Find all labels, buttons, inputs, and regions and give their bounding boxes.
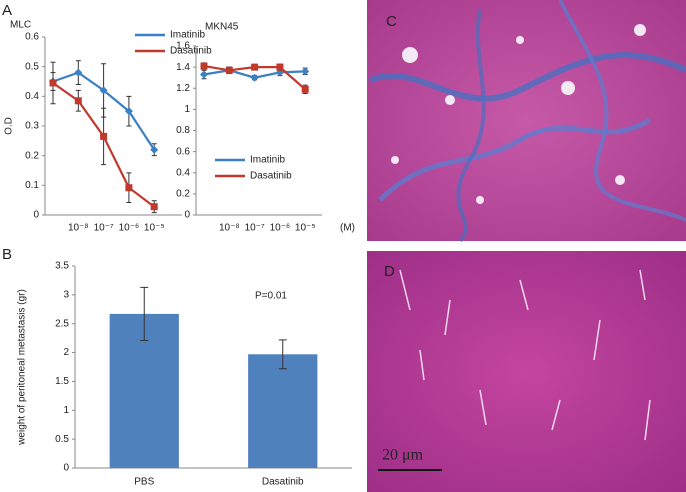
y-tick-label: 0.8 — [176, 125, 190, 136]
x-tick-label: 10⁻⁶ — [119, 223, 140, 234]
y-tick-label: 0 — [33, 210, 39, 221]
y-tick-label: 1 — [184, 104, 190, 115]
x-tick-label: 10⁻⁸ — [68, 223, 89, 234]
legend-label: Dasatinib — [250, 171, 292, 182]
marker — [150, 145, 159, 154]
marker — [276, 63, 284, 71]
marker — [74, 97, 82, 105]
panel-label: B — [2, 246, 12, 263]
annotation: P=0.01 — [255, 291, 287, 302]
y-tick-label: 3.5 — [55, 261, 69, 272]
panel-label: C — [386, 13, 397, 30]
y-tick-label: 2 — [63, 347, 69, 358]
error-bar — [140, 286, 149, 341]
x-tick-label: 10⁻⁵ — [295, 223, 316, 234]
legend-label: Imatinib — [170, 30, 205, 41]
marker — [124, 107, 133, 116]
x-unit: (M) — [340, 223, 355, 234]
marker — [200, 62, 208, 70]
y-tick-label: 0.5 — [25, 61, 39, 72]
panel-label: D — [384, 263, 395, 280]
marker — [250, 73, 259, 82]
y-tick-label: 0.4 — [176, 167, 190, 178]
x-tick-label: PBS — [134, 477, 154, 488]
marker — [74, 68, 83, 77]
y-tick-label: 0.1 — [25, 180, 39, 191]
bar — [248, 354, 318, 468]
marker — [251, 63, 259, 71]
micrograph-c — [367, 0, 686, 243]
y-tick-label: 2.5 — [55, 318, 69, 329]
chart-title: MLC — [10, 20, 31, 31]
x-tick-label: 10⁻⁵ — [144, 223, 165, 234]
error-bar — [278, 339, 287, 370]
y-axis-label: O.D — [4, 117, 15, 135]
y-tick-label: 1 — [63, 405, 69, 416]
y-tick-label: 0.5 — [55, 434, 69, 445]
marker — [200, 70, 208, 79]
y-tick-label: 0.4 — [25, 91, 39, 102]
y-tick-label: 1.5 — [55, 376, 69, 387]
legend-label: Imatinib — [250, 155, 285, 166]
x-tick-label: 10⁻⁶ — [270, 223, 291, 234]
x-tick-label: 10⁻⁷ — [94, 223, 114, 234]
micrograph-d: 20 μm — [367, 251, 686, 492]
marker — [100, 132, 108, 140]
chart-title: MKN45 — [205, 22, 239, 33]
y-axis-label: weight of peritoneal metastasis (gr) — [17, 289, 28, 446]
x-tick-label: 10⁻⁸ — [219, 223, 240, 234]
y-tick-label: 0.2 — [25, 150, 39, 161]
y-tick-label: 0.3 — [25, 121, 39, 132]
y-tick-label: 1.2 — [176, 83, 190, 94]
y-tick-label: 3 — [63, 289, 69, 300]
y-tick-label: 0 — [63, 463, 69, 474]
y-tick-label: 1.4 — [176, 62, 190, 73]
y-tick-label: 0 — [184, 210, 190, 221]
y-tick-label: 0.2 — [176, 189, 190, 200]
marker — [301, 67, 310, 76]
marker — [49, 79, 57, 87]
marker — [150, 203, 158, 211]
y-tick-label: 0.6 — [25, 32, 39, 43]
marker — [125, 184, 133, 192]
y-tick-label: 0.6 — [176, 146, 190, 157]
x-tick-label: Dasatinib — [262, 477, 304, 488]
marker — [99, 86, 108, 95]
marker — [301, 85, 309, 93]
panel-label: A — [2, 2, 12, 19]
legend-label: Dasatinib — [170, 46, 212, 57]
y-tick-label: 1.6 — [176, 41, 190, 52]
marker — [225, 66, 233, 74]
scale-bar-label: 20 μm — [382, 447, 424, 464]
x-tick-label: 10⁻⁷ — [245, 223, 265, 234]
